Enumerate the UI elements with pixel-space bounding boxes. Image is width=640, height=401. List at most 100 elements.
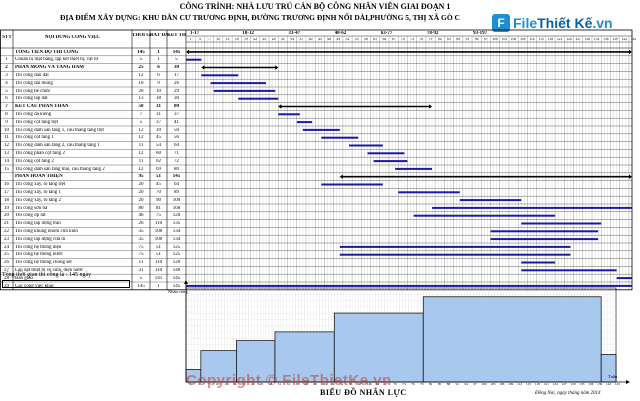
task-bar — [367, 152, 405, 155]
histogram-tick: 31 — [277, 383, 282, 386]
day-number: 34 — [290, 37, 294, 41]
histogram-tick: 82 — [428, 383, 433, 386]
row-end: 120 — [172, 260, 181, 266]
histogram-tick: 67 — [384, 383, 388, 386]
day-number: 82 — [437, 37, 442, 41]
period-label: 48-62 — [334, 31, 347, 36]
row-stt: 23 — [4, 236, 9, 242]
histogram-tick: 25 — [259, 383, 264, 386]
day-number: 136 — [603, 37, 609, 41]
histogram-tick: 4 — [198, 383, 201, 386]
task-bar — [339, 245, 571, 248]
row-start: 1 — [157, 57, 160, 63]
logo-text: FileThiết Kế.vn — [513, 15, 613, 31]
row-end: 80 — [174, 166, 179, 172]
row-stt: 27 — [4, 268, 9, 273]
row-end: 50 — [174, 127, 179, 133]
day-number: 118 — [547, 37, 554, 41]
row-time: 12 — [138, 135, 144, 141]
row-end: 30 — [174, 96, 179, 102]
row-stt: 2 — [5, 65, 8, 71]
histogram-tick: 94 — [464, 383, 468, 386]
day-number: 70 — [401, 37, 405, 41]
row-end: 30 — [174, 65, 179, 71]
histogram-tick: 97 — [473, 383, 477, 386]
row-end: 125 — [172, 252, 181, 258]
task-bar — [398, 191, 460, 194]
row-time: 145 — [137, 49, 145, 55]
row-end: 56 — [174, 135, 179, 141]
histogram-tick: 28 — [268, 383, 273, 386]
day-number: 130 — [584, 37, 591, 41]
task-bar — [210, 82, 266, 85]
project-location: ĐỊA ĐIỂM XÂY DỰNG: KHU DÂN CƯ TRƯƠNG ĐỊN… — [60, 13, 460, 22]
day-number: 145 — [630, 37, 637, 41]
summary-arrow-right — [629, 174, 632, 179]
day-number: 97 — [484, 37, 488, 41]
histogram-tick: 73 — [402, 383, 406, 386]
day-number: 91 — [465, 37, 470, 41]
total-duration-box — [2, 280, 130, 288]
row-stt: 14 — [4, 158, 9, 164]
task-bar — [521, 261, 556, 264]
copyright-watermark: Copyright © FileThietKe.vn — [186, 372, 392, 389]
task-bar — [459, 199, 522, 202]
row-name: Lắp đặt thiết bị vệ sinh, điện nước — [15, 268, 84, 273]
histogram-tick: 106 — [499, 383, 505, 386]
day-number: 133 — [593, 37, 600, 41]
row-stt: 12 — [4, 143, 9, 149]
row-end: 145 — [172, 283, 181, 289]
task-bar — [321, 136, 359, 139]
task-bar — [186, 284, 632, 287]
row-end: 120 — [172, 213, 181, 219]
row-end: 26 — [174, 80, 179, 86]
histogram-tick: 55 — [348, 383, 353, 386]
row-stt: 15 — [4, 166, 9, 172]
row-time: 46 — [138, 213, 144, 219]
histogram-tick: 61 — [366, 383, 371, 386]
row-time: 5 — [139, 57, 143, 63]
row-name: Thi công dầm sàn tầng 2, cầu thang tầng … — [15, 143, 100, 149]
day-number: 49 — [336, 37, 341, 41]
histogram-ylabel: Nhân công — [168, 289, 188, 294]
histogram-tick: 13 — [224, 383, 228, 386]
row-stt: 5 — [5, 88, 8, 94]
row-time: 50 — [138, 104, 144, 110]
labor-step — [274, 331, 335, 383]
row-name: Thi công hệ thống điện — [15, 244, 62, 250]
task-bar — [238, 97, 279, 100]
row-start: 18 — [156, 96, 161, 102]
row-name: Thi công đào đất — [15, 73, 49, 78]
row-stt: 7 — [5, 104, 8, 110]
histogram-tick: 58 — [357, 383, 362, 386]
row-name: Các công việc khác — [15, 283, 55, 289]
row-name: Thi công cột tầng 2 — [15, 158, 54, 164]
row-end: 145 — [172, 275, 181, 281]
row-end: 160 — [172, 205, 181, 211]
row-name: Thi công khung nhôm cửa kính — [15, 229, 78, 234]
row-stt: 11 — [4, 135, 9, 141]
task-bar — [321, 183, 383, 186]
row-end: 140 — [172, 268, 181, 273]
site-logo[interactable]: F FileThiết Kế.vn — [492, 12, 638, 34]
row-start: 51 — [156, 174, 161, 180]
row-stt: 28 — [4, 275, 9, 281]
row-time: 25 — [138, 65, 144, 71]
row-name: Thi công lắp dựng trần — [15, 221, 61, 227]
row-name: TỔNG TIẾN ĐỘ THI CÔNG — [15, 49, 79, 55]
period-label: 93-197 — [472, 31, 488, 36]
row-start: 110 — [154, 260, 163, 266]
row-start: 37 — [156, 119, 161, 125]
histogram-title: BIỂU ĐỒ NHÂN LỰC — [320, 388, 407, 397]
histogram-tick: 79 — [420, 383, 424, 386]
task-bar — [432, 206, 632, 209]
day-number: 127 — [575, 37, 581, 41]
task-bar — [616, 277, 632, 280]
summary-arrow-right — [429, 104, 433, 109]
row-name: Thi công bể chứa — [15, 88, 50, 94]
row-start: 31 — [156, 104, 161, 110]
row-name: Thi công lấp đất — [15, 96, 48, 102]
day-number: 79 — [428, 37, 433, 41]
row-end: 71 — [174, 151, 179, 156]
